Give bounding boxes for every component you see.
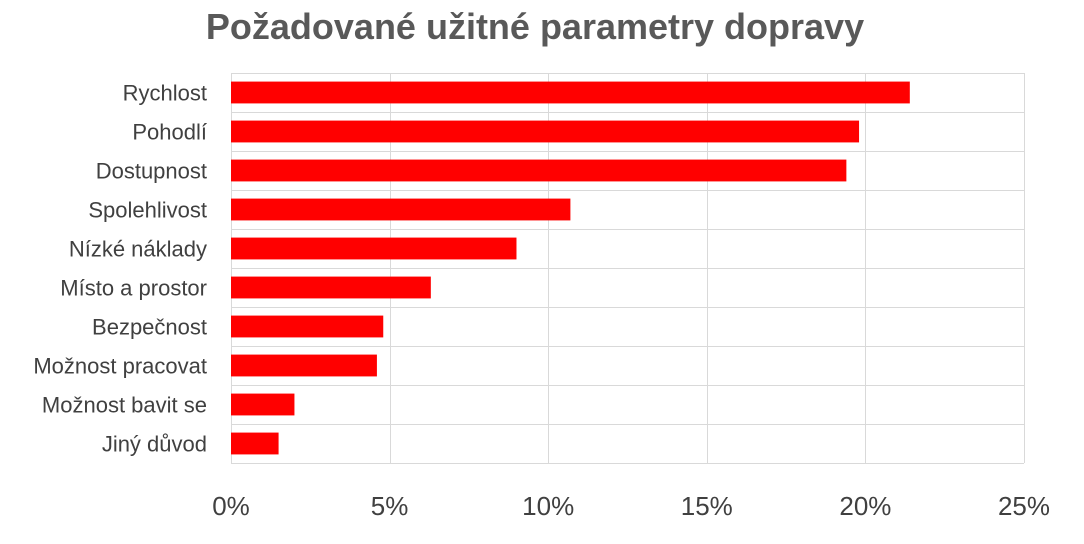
- tick-labels: 0% 5% 10% 15% 20% 25%: [212, 491, 1050, 521]
- chart-title: Požadované užitné parametry dopravy: [205, 6, 865, 47]
- tick-label-4: 20%: [839, 491, 891, 521]
- category-label-8: Možnost bavit se: [42, 393, 207, 418]
- tick-label-2: 10%: [522, 491, 574, 521]
- category-labels: Rychlost Pohodlí Dostupnost Spolehlivost Níz…: [33, 81, 207, 457]
- tick-label-1: 5%: [371, 491, 409, 521]
- category-label-0: Rychlost: [123, 81, 207, 106]
- category-label-1: Pohodlí: [132, 120, 207, 145]
- tick-label-3: 15%: [681, 491, 733, 521]
- bar-5: [231, 276, 431, 299]
- bar-1: [231, 120, 860, 143]
- tick-label-5: 25%: [998, 491, 1050, 521]
- bar-4: [231, 237, 517, 260]
- bar-2: [231, 159, 847, 182]
- category-label-9: Jiný důvod: [102, 432, 207, 457]
- bar-8: [231, 393, 295, 416]
- tick-label-0: 0%: [212, 491, 250, 521]
- category-label-7: Možnost pracovat: [33, 354, 207, 379]
- category-label-3: Spolehlivost: [88, 198, 207, 223]
- bar-6: [231, 315, 384, 338]
- bar-layer: [231, 81, 910, 455]
- bar-9: [231, 432, 279, 455]
- category-label-4: Nízké náklady: [69, 237, 207, 262]
- category-label-2: Dostupnost: [96, 159, 207, 184]
- bar-0: [231, 81, 910, 104]
- category-label-5: Místo a prostor: [60, 276, 207, 301]
- bar-7: [231, 354, 377, 377]
- category-label-6: Bezpečnost: [92, 315, 207, 340]
- bar-3: [231, 198, 571, 221]
